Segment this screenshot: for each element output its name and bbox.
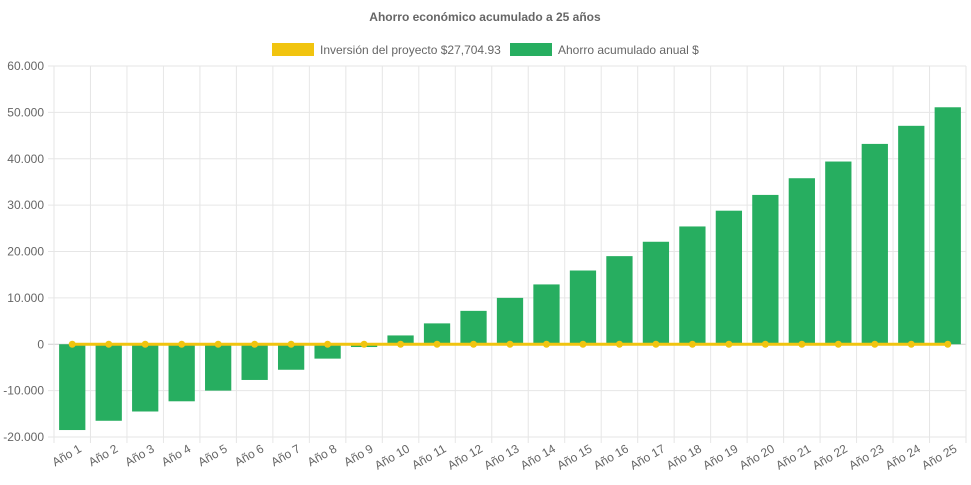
legend-label-savings: Ahorro acumulado anual $ <box>558 43 699 57</box>
x-tick-label: Año 14 <box>518 441 558 472</box>
x-tick-label: Año 18 <box>664 441 704 472</box>
investment-line <box>68 340 952 348</box>
x-tick-label: Año 23 <box>846 441 886 472</box>
legend-label-investment: Inversión del proyecto $27,704.93 <box>320 43 501 57</box>
investment-point[interactable] <box>725 340 733 348</box>
savings-bar[interactable] <box>496 297 524 345</box>
y-tick-label: -20.000 <box>3 430 44 444</box>
savings-bar[interactable] <box>533 284 560 345</box>
savings-bar[interactable] <box>788 178 815 345</box>
investment-point[interactable] <box>324 340 332 348</box>
investment-point[interactable] <box>287 340 295 348</box>
x-tick-label: Año 1 <box>50 441 84 469</box>
x-tick-label: Año 16 <box>591 441 631 472</box>
savings-bar[interactable] <box>679 226 706 345</box>
investment-point[interactable] <box>542 340 550 348</box>
investment-point[interactable] <box>907 340 915 348</box>
y-tick-label: 10.000 <box>7 291 44 305</box>
savings-bar[interactable] <box>934 107 961 345</box>
x-tick-label: Año 6 <box>232 441 266 469</box>
legend-swatch-savings <box>510 43 552 56</box>
x-tick-label: Año 22 <box>810 441 850 472</box>
x-tick-label: Año 2 <box>86 441 120 469</box>
savings-bar[interactable] <box>132 344 159 412</box>
savings-bar[interactable] <box>861 143 888 345</box>
investment-point[interactable] <box>214 340 222 348</box>
investment-point[interactable] <box>141 340 149 348</box>
x-tick-label: Año 9 <box>341 441 375 469</box>
legend-swatch-investment <box>272 43 314 56</box>
y-axis-ticks: 60.000 50.000 40.000 30.000 20.000 10.000 0 -10… <box>3 59 44 444</box>
investment-point[interactable] <box>68 340 76 348</box>
x-tick-label: Año 10 <box>372 441 412 472</box>
investment-point[interactable] <box>652 340 660 348</box>
savings-bar[interactable] <box>423 323 451 345</box>
x-tick-label: Año 13 <box>482 441 522 472</box>
x-tick-label: Año 19 <box>700 441 740 472</box>
x-tick-label: Año 24 <box>883 441 923 472</box>
y-tick-label: 20.000 <box>7 245 44 259</box>
investment-point[interactable] <box>615 340 623 348</box>
chart-title: Ahorro económico acumulado a 25 años <box>369 10 601 24</box>
savings-bar[interactable] <box>460 310 487 345</box>
y-tick-label: 0 <box>37 337 44 351</box>
x-tick-label: Año 21 <box>773 441 813 472</box>
x-tick-label: Año 17 <box>627 441 667 472</box>
savings-bar[interactable] <box>606 256 633 345</box>
investment-point[interactable] <box>251 340 259 348</box>
x-tick-label: Año 12 <box>445 441 485 472</box>
legend-item-savings[interactable]: Ahorro acumulado anual $ <box>510 43 699 57</box>
savings-bar[interactable] <box>825 161 852 345</box>
savings-bar[interactable] <box>569 270 597 345</box>
savings-bar[interactable] <box>314 344 341 359</box>
investment-point[interactable] <box>470 340 478 348</box>
savings-bar[interactable] <box>715 210 743 345</box>
x-tick-label: Año 5 <box>196 441 230 469</box>
x-tick-label: Año 11 <box>409 441 448 472</box>
investment-point[interactable] <box>834 340 842 348</box>
x-tick-label: Año 25 <box>919 441 959 472</box>
y-tick-label: 30.000 <box>7 198 44 212</box>
investment-point[interactable] <box>579 340 587 348</box>
savings-bar[interactable] <box>752 194 779 345</box>
y-tick-label: 60.000 <box>7 59 44 73</box>
x-tick-label: Año 15 <box>555 441 595 472</box>
savings-bar[interactable] <box>168 344 195 402</box>
savings-bar[interactable] <box>387 335 414 345</box>
savings-bar[interactable] <box>95 344 122 421</box>
x-tick-label: Año 20 <box>737 441 777 472</box>
y-tick-label: 50.000 <box>7 105 44 119</box>
investment-point[interactable] <box>397 340 405 348</box>
x-axis-ticks: Año 1 Año 2 Año 3 Año 4 Año 5 Año 6 Año 7 Año 8… <box>50 441 960 472</box>
investment-point[interactable] <box>871 340 879 348</box>
investment-point[interactable] <box>688 340 696 348</box>
savings-bars <box>59 107 961 431</box>
y-tick-label: 40.000 <box>7 152 44 166</box>
investment-point[interactable] <box>360 340 368 348</box>
y-tick-label: -10.000 <box>3 384 44 398</box>
legend-item-investment[interactable]: Inversión del proyecto $27,704.93 <box>272 43 501 57</box>
savings-bar[interactable] <box>59 344 86 431</box>
savings-bar[interactable] <box>277 344 305 370</box>
savings-bar[interactable] <box>205 344 232 391</box>
x-gridlines <box>53 66 967 443</box>
x-tick-label: Año 7 <box>268 441 302 469</box>
savings-bar[interactable] <box>898 125 925 345</box>
investment-point[interactable] <box>433 340 441 348</box>
investment-point[interactable] <box>178 340 186 348</box>
investment-point[interactable] <box>798 340 806 348</box>
x-tick-label: Año 4 <box>159 441 193 469</box>
investment-point[interactable] <box>944 340 952 348</box>
savings-bar[interactable] <box>241 344 268 380</box>
x-tick-label: Año 3 <box>123 441 157 469</box>
savings-bar[interactable] <box>642 241 670 345</box>
x-tick-label: Año 8 <box>305 441 339 469</box>
legend: Inversión del proyecto $27,704.93 Ahorro… <box>272 43 699 57</box>
investment-point[interactable] <box>761 340 769 348</box>
investment-point[interactable] <box>105 340 113 348</box>
investment-point[interactable] <box>506 340 514 348</box>
